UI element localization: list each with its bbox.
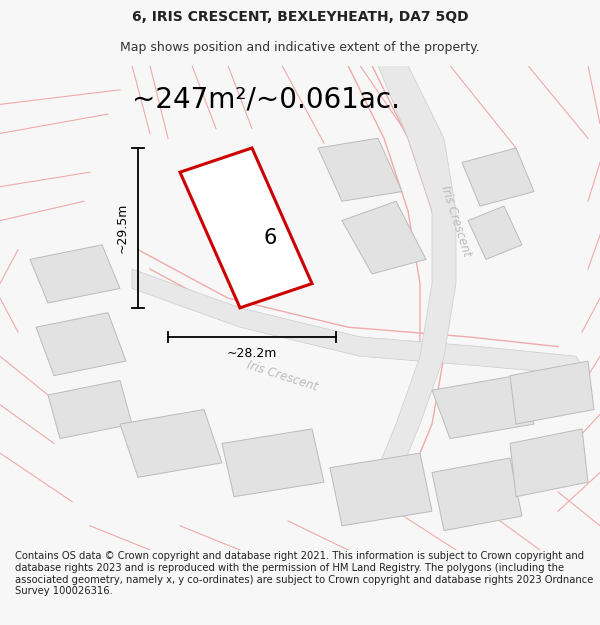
Text: ~247m²/~0.061ac.: ~247m²/~0.061ac.	[132, 85, 400, 113]
Polygon shape	[222, 429, 324, 497]
Text: Contains OS data © Crown copyright and database right 2021. This information is : Contains OS data © Crown copyright and d…	[15, 551, 593, 596]
Text: 6, IRIS CRESCENT, BEXLEYHEATH, DA7 5QD: 6, IRIS CRESCENT, BEXLEYHEATH, DA7 5QD	[131, 10, 469, 24]
Text: ~28.2m: ~28.2m	[227, 346, 277, 359]
Polygon shape	[132, 269, 588, 376]
Text: Iris Crescent: Iris Crescent	[245, 358, 319, 393]
Text: ~29.5m: ~29.5m	[116, 202, 129, 253]
Polygon shape	[432, 458, 522, 531]
Polygon shape	[120, 409, 222, 478]
Text: Iris Crescent: Iris Crescent	[439, 184, 473, 258]
Polygon shape	[462, 148, 534, 206]
Polygon shape	[318, 138, 402, 201]
Text: 6: 6	[263, 228, 277, 248]
Polygon shape	[342, 201, 426, 274]
Text: Map shows position and indicative extent of the property.: Map shows position and indicative extent…	[120, 41, 480, 54]
Polygon shape	[372, 66, 456, 482]
Polygon shape	[432, 376, 534, 439]
Polygon shape	[330, 453, 432, 526]
Polygon shape	[30, 245, 120, 303]
Polygon shape	[48, 381, 132, 439]
Polygon shape	[468, 206, 522, 259]
Polygon shape	[36, 312, 126, 376]
Polygon shape	[510, 429, 588, 497]
Polygon shape	[510, 361, 594, 424]
Polygon shape	[180, 148, 312, 308]
